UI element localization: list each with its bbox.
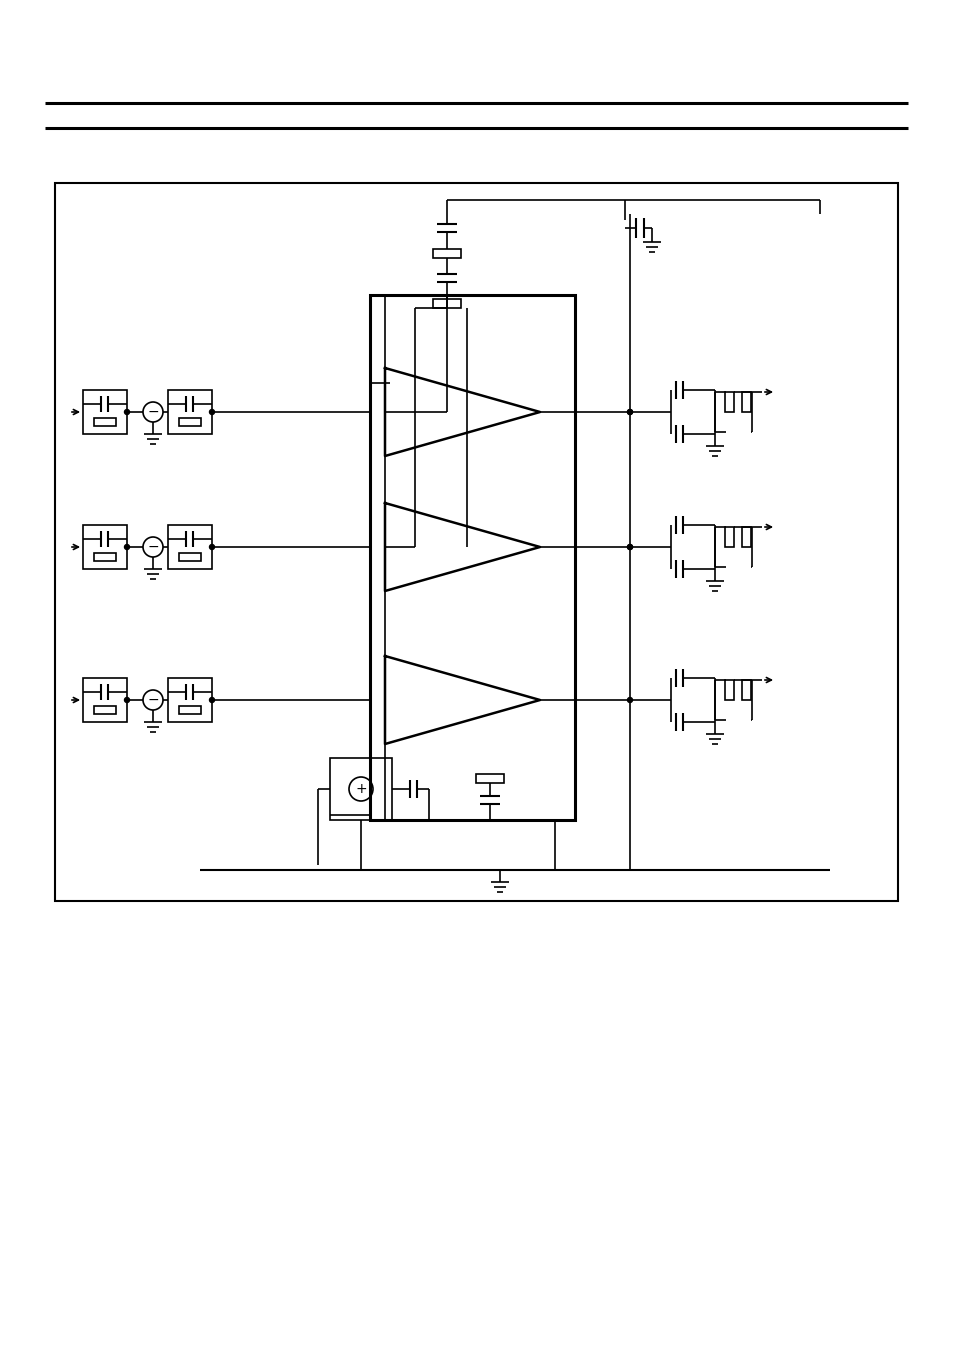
Text: +: +: [355, 782, 366, 796]
Text: −: −: [147, 405, 158, 419]
Bar: [83, 526, 127, 569]
Circle shape: [627, 544, 632, 550]
Bar: [55, 182, 897, 901]
Bar: [179, 417, 201, 426]
Text: −: −: [147, 540, 158, 554]
Bar: [724, 392, 734, 412]
Bar: [741, 527, 751, 547]
Bar: [370, 295, 575, 820]
Bar: [330, 758, 392, 820]
Text: −: −: [147, 693, 158, 707]
Circle shape: [627, 409, 632, 415]
Bar: [83, 678, 127, 721]
Circle shape: [210, 697, 214, 703]
Circle shape: [627, 697, 632, 703]
Bar: [168, 526, 212, 569]
Circle shape: [125, 409, 130, 415]
Bar: [476, 774, 503, 782]
Bar: [94, 553, 116, 561]
Circle shape: [125, 697, 130, 703]
Circle shape: [125, 544, 130, 550]
Bar: [433, 249, 460, 258]
Bar: [94, 707, 116, 713]
Circle shape: [627, 544, 632, 550]
Circle shape: [210, 544, 214, 550]
Bar: [724, 527, 734, 547]
Bar: [179, 707, 201, 713]
Bar: [168, 390, 212, 434]
Circle shape: [627, 409, 632, 415]
Bar: [433, 299, 460, 308]
Bar: [741, 392, 751, 412]
Bar: [741, 680, 751, 700]
Bar: [94, 417, 116, 426]
Bar: [168, 678, 212, 721]
Circle shape: [210, 409, 214, 415]
Bar: [179, 553, 201, 561]
Bar: [724, 680, 734, 700]
Bar: [83, 390, 127, 434]
